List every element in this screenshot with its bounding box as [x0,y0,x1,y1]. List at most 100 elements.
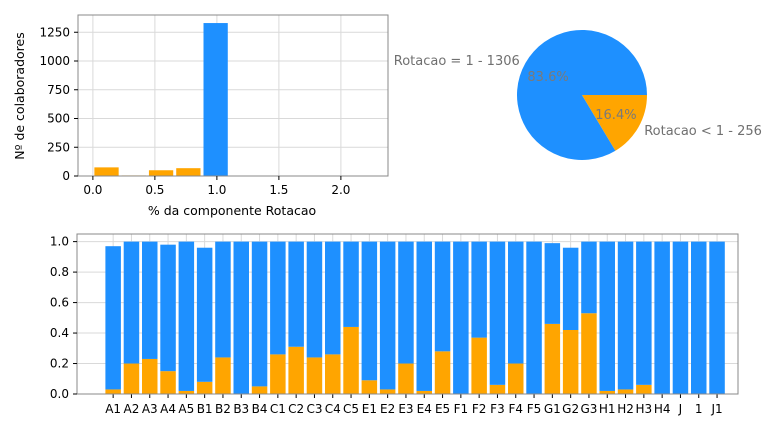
stack-ytick-label: 0.0 [50,387,69,401]
hist-frame [77,14,389,177]
stack-bar-segment [306,357,323,394]
stack-ytick-label: 1.0 [50,235,69,249]
stack-xtick-label: A3 [142,402,158,416]
stack-xtick-label: F4 [508,402,523,416]
stack-bar-segment [654,241,670,394]
stack-xtick-label: A5 [178,402,194,416]
stack-bar-segment [196,381,213,394]
stack-bar-segment [178,241,195,391]
stack-xtick-label: E4 [417,402,432,416]
stack-xtick-label: A4 [160,402,176,416]
stack-bar-segment [636,241,652,385]
stack-xtick-label: A1 [105,402,121,416]
stack-xtick-label: 1 [695,402,703,416]
hist-ytick-label: 0 [62,169,70,183]
stack-xtick-label: B4 [252,402,268,416]
pie-pct-label: 16.4% [595,108,636,123]
stack-bar-segment [581,241,597,314]
pie-slice [582,95,647,151]
stack-bar-segment [270,354,286,394]
hist-ytick-label: 1250 [39,25,70,39]
stack-bar-segment [123,363,140,394]
hist-ytick-label: 500 [47,112,70,126]
hist-xtick-label: 0.5 [145,183,164,197]
stack-bar-segment [489,241,506,385]
hist-xtick-label: 1.5 [269,183,288,197]
stack-bar-segment [288,241,304,347]
stack-xtick-label: B2 [215,402,231,416]
stack-bar-segment [562,247,579,330]
stack-bar-segment [288,346,304,394]
stack-bar-segment [398,241,414,364]
stack-xtick-label: C2 [288,402,304,416]
stack-bar-segment [617,389,634,394]
hist-ylabel: Nº de colaboradores [12,32,27,160]
stack-bar-segment [453,241,469,394]
stack-bar-segment [544,243,561,324]
stack-xtick-label: J1 [710,402,722,416]
stack-bar-segment [123,241,140,364]
hist-bar [94,167,119,176]
stack-bar-segment [599,390,615,394]
stack-bar-segment [434,241,451,352]
stack-xtick-label: H4 [654,402,671,416]
stack-xtick-label: F3 [490,402,505,416]
stack-xtick-label: G2 [562,402,579,416]
stack-xtick-label: E1 [362,402,377,416]
stack-xtick-label: J [678,402,683,416]
stack-bar-segment [379,389,396,394]
stack-bar-segment [251,386,268,394]
hist-xtick-label: 0.0 [83,183,102,197]
stack-bar-segment [416,241,432,391]
stack-bar-segment [544,323,561,394]
stack-bar-segment [233,241,249,394]
stack-bar-segment [215,241,231,358]
stack-bar-segment [398,363,414,394]
hist-xtick-label: 2.0 [331,183,350,197]
stack-bar-segment [361,241,378,381]
hist-xlabel: % da componente Rotacao [148,203,316,218]
stack-bar-segment [416,390,432,394]
hist-bar [176,168,201,176]
hist-bar [203,23,228,176]
stack-bar-segment [508,363,524,394]
stack-bar-segment [471,337,487,394]
stack-bar-segment [562,330,579,394]
stack-bar-segment [434,351,451,394]
stack-xtick-label: H1 [599,402,616,416]
stack-ytick-label: 0.4 [50,326,69,340]
stack-bar-segment [599,241,615,391]
stack-xtick-label: C4 [325,402,341,416]
stack-xtick-label: A2 [124,402,140,416]
stack-bar-segment [379,241,396,390]
stack-xtick-label: B3 [233,402,249,416]
stack-frame [76,233,739,395]
stack-bar-segment [691,241,707,394]
stack-xtick-label: C5 [343,402,359,416]
stack-bar-segment [215,357,231,394]
stack-xtick-label: F2 [472,402,487,416]
pie-slice-label: Rotacao = 1 - 1306 [394,54,520,69]
stack-xtick-label: G1 [544,402,561,416]
stack-xtick-label: E5 [435,402,450,416]
stack-xtick-label: H2 [617,402,634,416]
stack-bar-segment [306,241,323,358]
stack-bar-segment [508,241,524,364]
stack-bar-segment [343,241,359,327]
stack-bar-segment [142,358,158,394]
stack-bar-segment [672,241,689,394]
hist-ytick-label: 250 [47,140,70,154]
stack-ytick-label: 0.2 [50,357,69,371]
stack-bar-segment [160,371,176,394]
stack-bar-segment [160,244,176,372]
stack-bar-segment [636,384,652,394]
stack-bar-segment [178,390,195,394]
hist-bar [148,170,174,176]
stack-bar-segment [581,313,597,394]
stack-xtick-label: E3 [398,402,413,416]
stack-xtick-label: E2 [380,402,395,416]
stack-bar-segment [142,241,158,359]
stack-bar-segment [526,241,542,394]
